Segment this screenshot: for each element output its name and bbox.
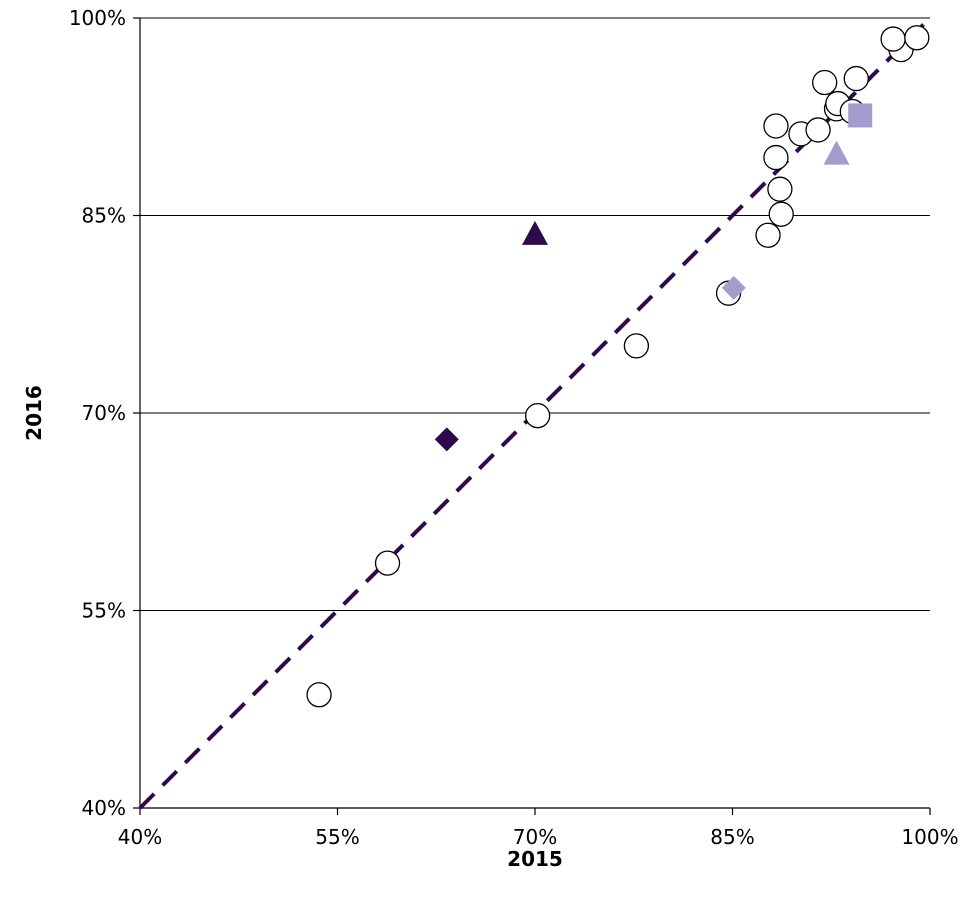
y-tick-label: 85% [82, 204, 126, 228]
data-point-diamond [721, 275, 746, 300]
x-tick-label: 85% [710, 825, 754, 849]
y-axis-title: 2016 [22, 385, 46, 441]
data-point-circle [306, 682, 332, 708]
data-point-circle [763, 144, 789, 171]
data-points [306, 25, 930, 708]
y-tick-label: 40% [82, 796, 126, 820]
data-point-circle [812, 69, 838, 96]
gridlines [140, 17, 930, 611]
y-tick-label: 70% [82, 401, 126, 425]
tick-marks [133, 17, 931, 815]
data-point-triangle [522, 220, 548, 245]
data-point-circle [763, 113, 789, 139]
data-point-circle [374, 550, 401, 576]
data-point-circle [880, 26, 906, 52]
x-tick-label: 40% [118, 825, 162, 849]
y-tick-labels: 40% 55% 70% 85% 100% [69, 6, 126, 820]
data-point-circle [768, 201, 794, 227]
data-point-diamond [434, 427, 459, 452]
data-point-circle [767, 176, 793, 202]
x-tick-label: 100% [901, 825, 958, 849]
data-point-triangle [823, 140, 850, 165]
data-point-circle [843, 65, 869, 92]
x-axis-title: 2015 [507, 847, 563, 871]
data-point-circle [755, 222, 781, 248]
data-point-circle [805, 117, 831, 143]
x-tick-label: 55% [315, 825, 359, 849]
data-point-circle [623, 333, 650, 359]
x-tick-labels: 40% 55% 70% 85% 100% [118, 825, 959, 849]
data-point-circle [524, 402, 551, 429]
x-tick-label: 70% [513, 825, 557, 849]
y-tick-label: 100% [69, 6, 126, 30]
y-tick-label: 55% [82, 599, 126, 623]
data-point-circle [904, 25, 930, 51]
data-point-square [848, 103, 873, 128]
